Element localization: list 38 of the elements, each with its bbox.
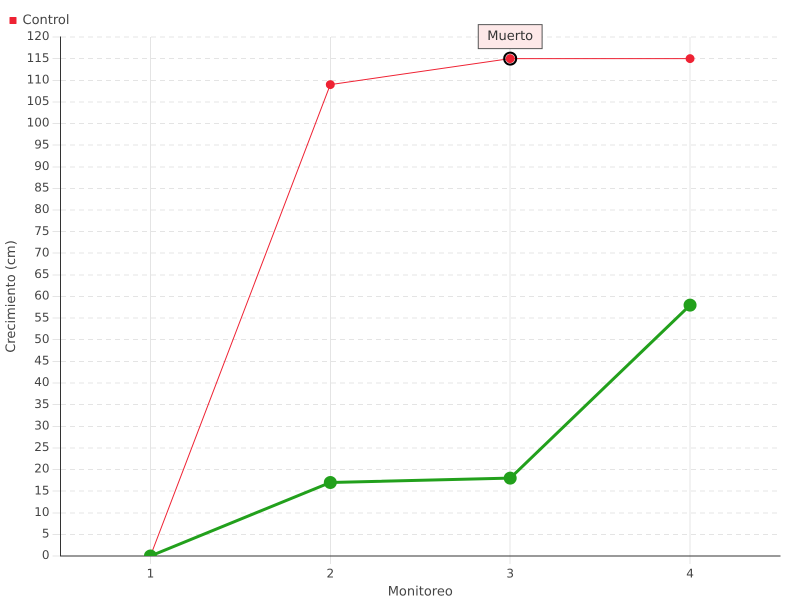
y-tick-label: 75 xyxy=(34,224,50,238)
x-tick-label: 4 xyxy=(686,566,694,580)
point xyxy=(326,80,335,90)
y-tick-label: 25 xyxy=(34,440,50,454)
y-tick-label: 120 xyxy=(26,29,50,44)
y-tick-label: 55 xyxy=(34,310,50,324)
y-tick-label: 70 xyxy=(34,245,50,260)
y-tick-label: 30 xyxy=(34,418,50,432)
y-tick-label: 40 xyxy=(34,375,50,390)
point xyxy=(324,476,337,489)
y-tick-label: 85 xyxy=(34,180,50,194)
y-tick-label: 15 xyxy=(34,483,50,498)
annotation: Muerto xyxy=(487,29,534,44)
y-tick-label: 95 xyxy=(34,137,50,152)
x-tick-label: 1 xyxy=(146,566,154,580)
y-tick-label: 80 xyxy=(34,202,50,216)
point xyxy=(504,472,517,485)
legend-label: Control xyxy=(22,12,70,28)
y-tick-label: 20 xyxy=(34,462,50,476)
y-axis-title: Crecimiento (cm) xyxy=(4,240,20,353)
y-tick-label: 110 xyxy=(26,72,50,86)
y-tick-label: 10 xyxy=(34,504,50,519)
y-tick-label: 65 xyxy=(34,267,50,281)
point xyxy=(684,298,697,312)
y-tick-label: 35 xyxy=(34,396,50,411)
x-axis-title: Monitoreo xyxy=(388,584,453,600)
y-tick-label: 100 xyxy=(26,116,50,130)
y-tick-label: 45 xyxy=(34,354,50,368)
y-tick-label: 60 xyxy=(34,288,50,303)
y-tick-label: 115 xyxy=(26,50,50,65)
y-tick-label: 90 xyxy=(34,158,50,173)
y-tick-label: 50 xyxy=(34,332,50,346)
y-tick-label: 105 xyxy=(26,94,50,108)
point xyxy=(686,54,695,64)
y-tick-label: 5 xyxy=(42,526,50,540)
y-tick-label: 0 xyxy=(42,548,50,562)
x-tick-label: 3 xyxy=(506,566,514,580)
x-tick-label: 2 xyxy=(326,566,334,580)
